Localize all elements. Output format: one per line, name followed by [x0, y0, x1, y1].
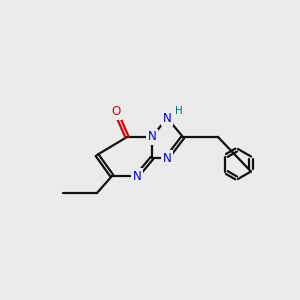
Text: H: H [175, 106, 182, 116]
Text: N: N [133, 169, 141, 182]
Text: N: N [163, 112, 171, 124]
Text: N: N [163, 152, 171, 164]
Text: N: N [148, 130, 156, 143]
Text: O: O [111, 106, 121, 118]
